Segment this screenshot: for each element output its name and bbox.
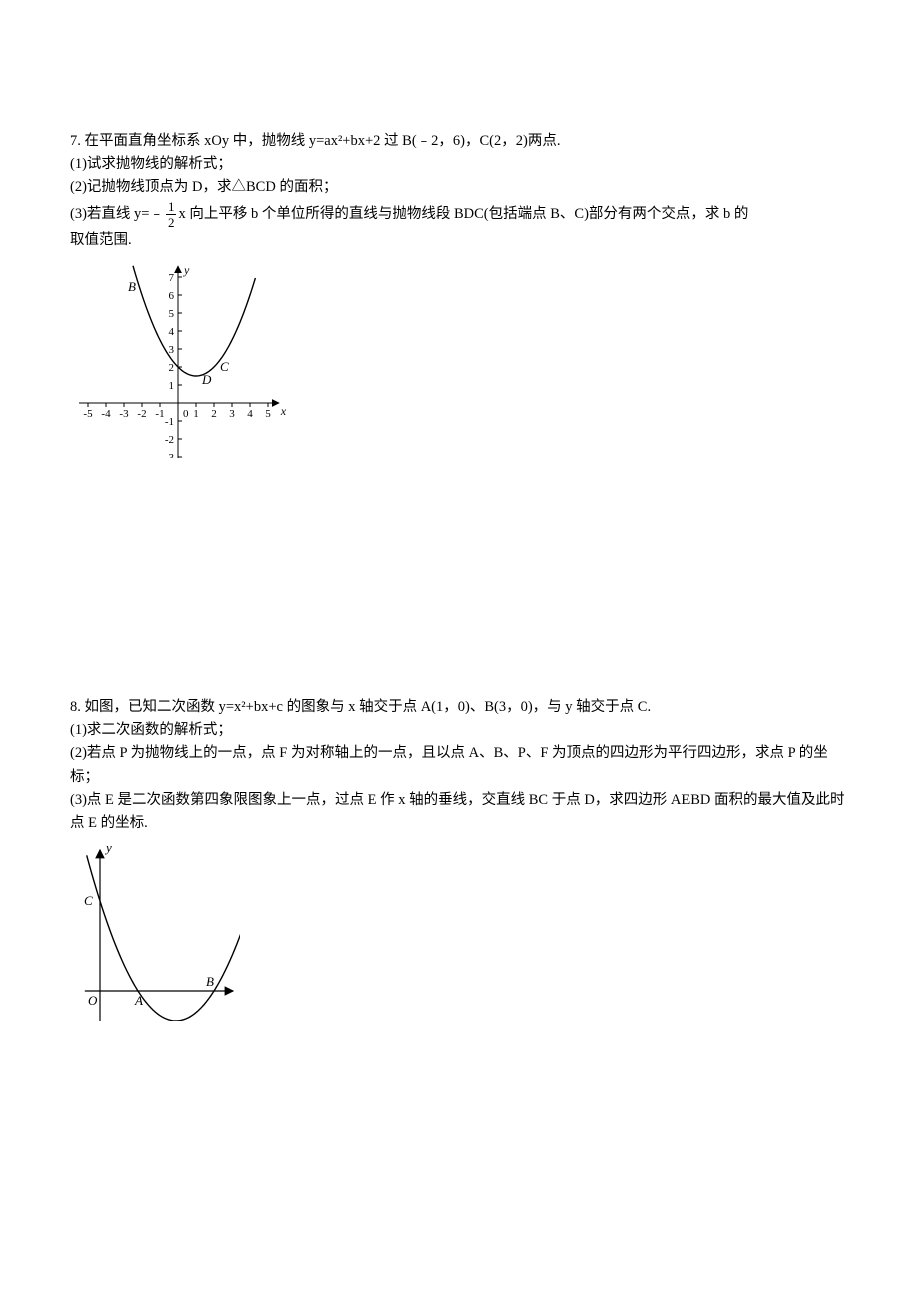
- svg-text:C: C: [84, 893, 93, 908]
- q7-p3-text-a: (3)若直线 y=﹣: [70, 205, 164, 221]
- fraction-denominator: 2: [166, 215, 177, 229]
- svg-text:-2: -2: [165, 434, 174, 446]
- svg-text:B: B: [206, 974, 214, 989]
- svg-text:O: O: [88, 993, 98, 1008]
- svg-text:-3: -3: [119, 408, 129, 420]
- q7-part2: (2)记抛物线顶点为 D，求△BCD 的面积；: [70, 176, 850, 199]
- svg-text:3: 3: [169, 344, 175, 356]
- svg-text:C: C: [220, 359, 229, 374]
- svg-text:x: x: [280, 404, 287, 418]
- q8-part3: (3)点 E 是二次函数第四象限图象上一点，过点 E 作 x 轴的垂线，交直线 …: [70, 789, 850, 835]
- q7-part1: (1)试求抛物线的解析式；: [70, 153, 850, 176]
- svg-text:4: 4: [169, 326, 175, 338]
- q7-stem: 7. 在平面直角坐标系 xOy 中，抛物线 y=ax²+bx+2 过 B(﹣2，…: [70, 130, 850, 153]
- svg-text:-3: -3: [165, 452, 175, 458]
- svg-text:y: y: [104, 841, 112, 855]
- q7-figure: -5-4-3-2-11234501234567-1-2-3xyBCD: [70, 258, 850, 466]
- fraction-numerator: 1: [166, 200, 177, 215]
- svg-text:A: A: [134, 993, 143, 1008]
- q7-chart: -5-4-3-2-11234501234567-1-2-3xyBCD: [70, 258, 300, 458]
- svg-text:1: 1: [193, 408, 199, 420]
- spacer: [70, 486, 850, 696]
- svg-text:-5: -5: [83, 408, 93, 420]
- svg-text:B: B: [128, 279, 136, 294]
- q8-stem: 8. 如图，已知二次函数 y=x²+bx+c 的图象与 x 轴交于点 A(1，0…: [70, 696, 850, 719]
- svg-text:-1: -1: [165, 416, 174, 428]
- svg-text:-2: -2: [137, 408, 146, 420]
- q7-part3-line2: 取值范围.: [70, 229, 850, 252]
- svg-text:2: 2: [211, 408, 217, 420]
- svg-text:D: D: [201, 372, 212, 387]
- q7-p3-text-b: x 向上平移 b 个单位所得的直线与抛物线段 BDC(包括端点 B、C)部分有两…: [178, 205, 748, 221]
- svg-text:6: 6: [169, 290, 175, 302]
- svg-text:-1: -1: [155, 408, 164, 420]
- svg-text:3: 3: [229, 408, 235, 420]
- svg-text:4: 4: [247, 408, 253, 420]
- svg-text:2: 2: [169, 362, 175, 374]
- svg-text:0: 0: [183, 408, 189, 420]
- page: 7. 在平面直角坐标系 xOy 中，抛物线 y=ax²+bx+2 过 B(﹣2，…: [0, 0, 920, 1302]
- q8-part1: (1)求二次函数的解析式；: [70, 719, 850, 742]
- svg-text:5: 5: [169, 308, 175, 320]
- svg-text:-4: -4: [101, 408, 111, 420]
- q8-part2: (2)若点 P 为抛物线上的一点，点 F 为对称轴上的一点，且以点 A、B、P、…: [70, 742, 850, 788]
- svg-text:7: 7: [169, 272, 175, 284]
- svg-text:y: y: [183, 263, 190, 277]
- svg-text:1: 1: [169, 380, 175, 392]
- fraction-one-half: 12: [166, 200, 177, 229]
- svg-text:5: 5: [265, 408, 271, 420]
- q8-chart: OABCxy: [70, 841, 240, 1021]
- q7-part3-line1: (3)若直线 y=﹣12x 向上平移 b 个单位所得的直线与抛物线段 BDC(包…: [70, 200, 850, 229]
- q8-figure: OABCxy: [70, 841, 850, 1029]
